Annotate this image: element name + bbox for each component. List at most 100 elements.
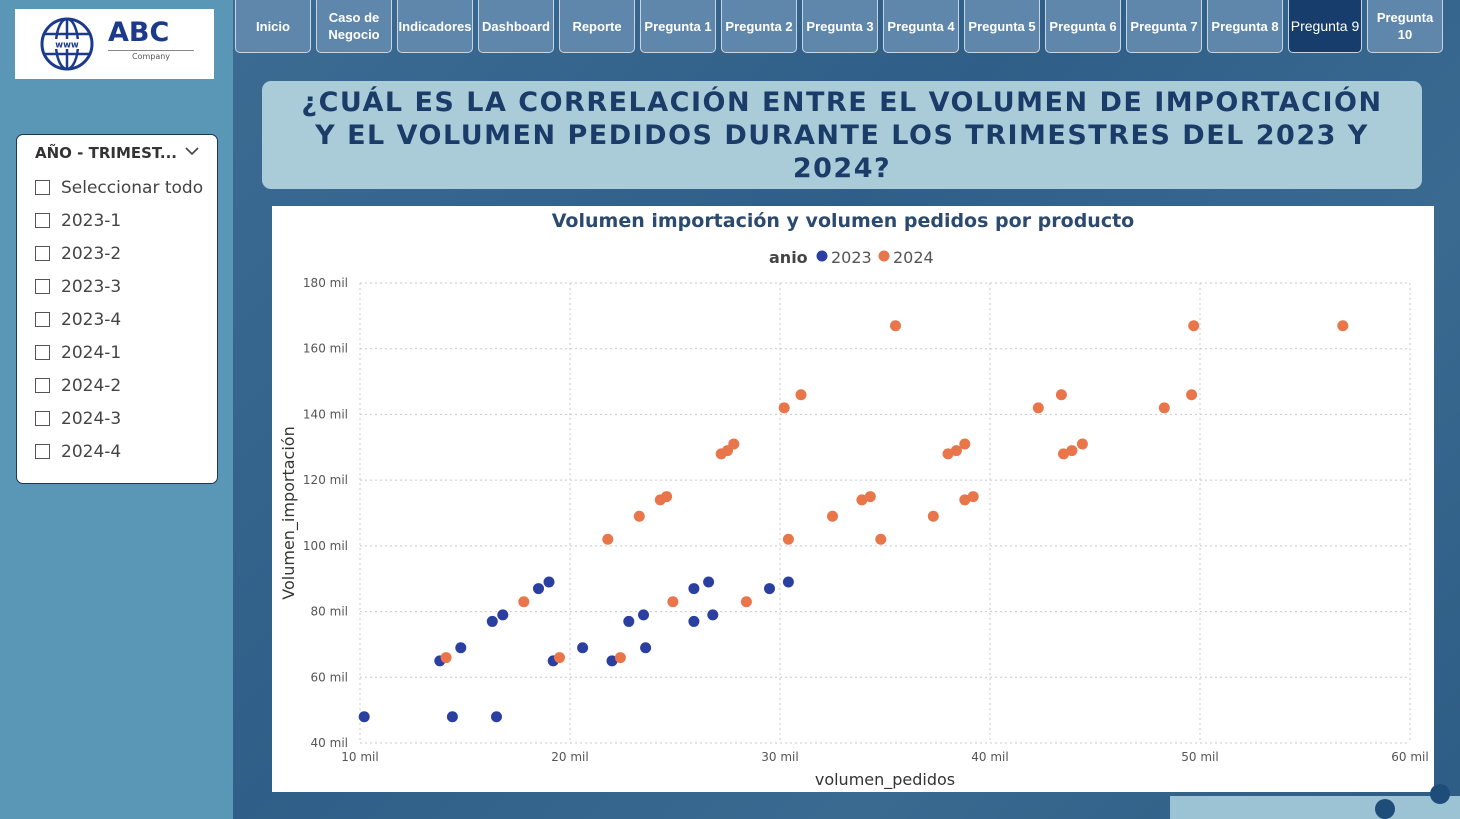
data-point-2024[interactable] <box>614 652 626 664</box>
data-point-2024[interactable] <box>440 652 452 664</box>
data-point-2024[interactable] <box>1058 448 1069 460</box>
nav-label: Dashboard <box>482 18 550 34</box>
nav-button-inicio[interactable]: Inicio <box>235 0 311 53</box>
nav-button-pregunta-7[interactable]: Pregunta 7 <box>1126 0 1202 53</box>
data-point-2024[interactable] <box>740 596 752 608</box>
nav-button-reporte[interactable]: Reporte <box>559 0 635 53</box>
data-point-2024[interactable] <box>959 438 971 450</box>
data-point-2024[interactable] <box>554 652 565 664</box>
checkbox[interactable] <box>35 378 50 393</box>
nav-button-pregunta-9[interactable]: Pregunta 9 <box>1288 0 1362 53</box>
data-point-2024[interactable] <box>1158 402 1170 414</box>
nav-button-pregunta-8[interactable]: Pregunta 8 <box>1207 0 1283 53</box>
nav-button-indicadores[interactable]: Indicadores <box>397 0 473 53</box>
data-point-2024[interactable] <box>950 445 962 457</box>
data-point-2023[interactable] <box>688 615 700 627</box>
nav-button-pregunta-6[interactable]: Pregunta 6 <box>1045 0 1121 53</box>
checkbox[interactable] <box>35 279 50 294</box>
slicer-item-2023-2[interactable]: 2023-2 <box>35 237 203 270</box>
data-point-2023[interactable] <box>782 576 794 588</box>
slicer-item-2024-2[interactable]: 2024-2 <box>35 369 203 402</box>
chart-grid <box>359 282 1411 744</box>
nav-button-pregunta-4[interactable]: Pregunta 4 <box>883 0 959 53</box>
checkbox[interactable] <box>35 345 50 360</box>
data-point-2023[interactable] <box>640 642 652 654</box>
globe-label: www <box>55 41 79 51</box>
data-point-2024[interactable] <box>667 596 679 608</box>
data-point-2024[interactable] <box>1032 402 1044 414</box>
data-point-2024[interactable] <box>927 510 939 522</box>
data-point-2023[interactable] <box>688 583 700 595</box>
nav-button-pregunta-5[interactable]: Pregunta 5 <box>964 0 1040 53</box>
slicer-item-label: 2024-3 <box>61 408 122 429</box>
slicer-item-2024-1[interactable]: 2024-1 <box>35 336 203 369</box>
data-point-2023[interactable] <box>764 583 775 595</box>
data-point-2024[interactable] <box>967 491 979 503</box>
nav-button-pregunta-1[interactable]: Pregunta 1 <box>640 0 716 53</box>
nav-label: Pregunta 7 <box>1130 18 1198 34</box>
data-point-2023[interactable] <box>703 576 715 588</box>
data-point-2024[interactable] <box>959 494 971 506</box>
slicer-item-2023-4[interactable]: 2023-4 <box>35 303 203 336</box>
data-point-2024[interactable] <box>728 438 740 450</box>
data-point-2024[interactable] <box>1055 389 1067 401</box>
data-point-2023[interactable] <box>497 609 509 621</box>
data-point-2024[interactable] <box>633 510 645 522</box>
data-point-2024[interactable] <box>864 491 876 503</box>
slicer-item-label: 2023-3 <box>61 276 122 297</box>
data-point-2023[interactable] <box>446 711 458 723</box>
legend-label-2024: 2024 <box>893 248 934 267</box>
data-point-2023[interactable] <box>358 711 370 723</box>
checkbox[interactable] <box>35 246 50 261</box>
checkbox[interactable] <box>35 180 50 195</box>
nav-button-pregunta-10[interactable]: Pregunta 10 <box>1367 0 1443 53</box>
data-point-2024[interactable] <box>875 533 887 545</box>
y-tick-label: 80 mil <box>311 605 348 619</box>
data-point-2023[interactable] <box>491 711 502 723</box>
data-point-2024[interactable] <box>1076 438 1088 450</box>
slicer-item-2023-3[interactable]: 2023-3 <box>35 270 203 303</box>
data-point-2023[interactable] <box>455 642 467 654</box>
data-point-2024[interactable] <box>661 491 673 503</box>
data-point-2024[interactable] <box>942 448 954 460</box>
checkbox[interactable] <box>35 411 50 426</box>
data-point-2024[interactable] <box>782 533 794 545</box>
slicer-item-label: 2024-1 <box>61 342 122 363</box>
data-point-2024[interactable] <box>1066 445 1078 457</box>
slicer-item-select-all[interactable]: Seleccionar todo <box>35 171 203 204</box>
data-point-2023[interactable] <box>707 609 719 621</box>
data-point-2024[interactable] <box>856 494 868 506</box>
checkbox[interactable] <box>35 444 50 459</box>
slicer-item-2024-3[interactable]: 2024-3 <box>35 402 203 435</box>
slicer-item-label: 2024-4 <box>61 441 122 462</box>
checkbox[interactable] <box>35 312 50 327</box>
chart-legend: anio 2023 2024 <box>769 248 934 267</box>
data-point-2024[interactable] <box>778 402 790 414</box>
slicer-item-2024-4[interactable]: 2024-4 <box>35 435 203 468</box>
data-point-2024[interactable] <box>1337 320 1349 332</box>
chevron-down-icon[interactable] <box>184 143 200 159</box>
data-point-2024[interactable] <box>827 510 838 522</box>
y-tick-label: 60 mil <box>311 670 348 684</box>
data-point-2023[interactable] <box>623 615 635 627</box>
checkbox[interactable] <box>35 213 50 228</box>
data-point-2024[interactable] <box>518 596 530 608</box>
data-point-2023[interactable] <box>577 642 589 654</box>
data-point-2023[interactable] <box>486 615 498 627</box>
data-point-2024[interactable] <box>1186 389 1198 401</box>
nav-button-pregunta-3[interactable]: Pregunta 3 <box>802 0 878 53</box>
nav-button-pregunta-2[interactable]: Pregunta 2 <box>721 0 797 53</box>
data-point-2024[interactable] <box>795 389 807 401</box>
data-point-2023[interactable] <box>638 609 649 621</box>
data-point-2023[interactable] <box>543 576 555 588</box>
slicer-item-2023-1[interactable]: 2023-1 <box>35 204 203 237</box>
year-quarter-slicer[interactable]: AÑO - TRIMEST... Seleccionar todo 2023-1… <box>16 134 218 484</box>
data-point-2024[interactable] <box>890 320 901 332</box>
data-point-2023[interactable] <box>606 655 618 667</box>
data-point-2024[interactable] <box>602 533 614 545</box>
nav-button-caso-de-negocio[interactable]: Caso de Negocio <box>316 0 392 53</box>
data-point-2023[interactable] <box>533 583 544 595</box>
chart-title: Volumen importación y volumen pedidos po… <box>552 210 1134 232</box>
data-point-2024[interactable] <box>1188 320 1200 332</box>
nav-button-dashboard[interactable]: Dashboard <box>478 0 554 53</box>
